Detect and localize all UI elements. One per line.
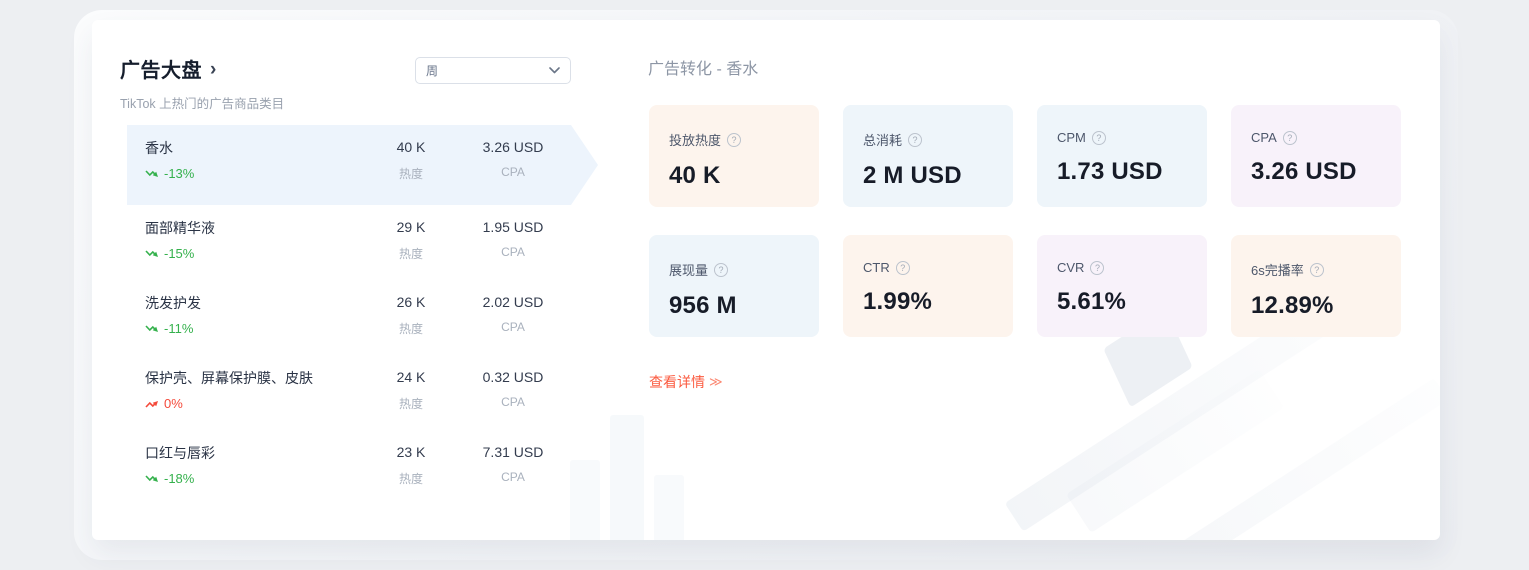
trend-up-icon: [145, 400, 158, 408]
ad-overview-subtitle: TikTok 上热门的广告商品类目: [120, 97, 285, 111]
metric-value: 40 K: [669, 162, 721, 189]
category-trend: -11%: [164, 321, 194, 336]
cpa-value: 7.31 USD: [482, 444, 544, 460]
metric-card-grid: 投放热度 ? 40 K 总消耗 ? 2 M USD CPM ?: [649, 105, 1401, 337]
help-icon[interactable]: ?: [895, 260, 910, 275]
cpa-label: CPA: [501, 395, 525, 409]
help-icon[interactable]: ?: [1090, 260, 1105, 275]
metric-value: 2 M USD: [863, 162, 962, 189]
category-row-cases-protectors[interactable]: 保护壳、屏幕保护膜、皮肤 0% 24 K 热度 0.32 USD: [127, 355, 572, 430]
background-bars-decoration: [562, 400, 712, 540]
heat-value: 40 K: [396, 139, 426, 155]
heat-label: 热度: [398, 247, 423, 261]
category-trend: -13%: [164, 166, 195, 181]
metric-value: 5.61%: [1057, 288, 1127, 315]
metric-label: 总消耗: [863, 133, 903, 148]
period-select-value: 周: [426, 64, 439, 78]
trend-down-icon: [145, 474, 158, 482]
cpa-value: 3.26 USD: [482, 139, 544, 155]
metric-card-cpm: CPM ? 1.73 USD: [1037, 105, 1207, 207]
cpa-label: CPA: [501, 470, 525, 484]
metric-card-ctr: CTR ? 1.99%: [843, 235, 1013, 337]
cpa-label: CPA: [501, 245, 525, 259]
category-row-lipstick[interactable]: 口红与唇彩 -18% 23 K 热度 7.31 USD: [127, 430, 572, 505]
ad-conversion-title: 广告转化 - 香水: [648, 61, 759, 78]
period-select-dropdown[interactable]: 周: [415, 57, 571, 84]
heat-value: 26 K: [396, 294, 426, 310]
category-trend: -18%: [164, 471, 195, 486]
metric-value: 3.26 USD: [1251, 158, 1357, 185]
heat-value: 24 K: [396, 369, 426, 385]
trend-down-icon: [145, 169, 158, 177]
category-trend: 0%: [164, 396, 183, 411]
metric-value: 956 M: [669, 292, 737, 319]
metric-label: CPM: [1057, 130, 1086, 145]
metric-value: 1.99%: [863, 288, 933, 315]
ad-overview-panel: 广告大盘 › TikTok 上热门的广告商品类目 周 香水: [92, 20, 608, 540]
dashboard-card: 广告大盘 › TikTok 上热门的广告商品类目 周 香水: [92, 20, 1440, 540]
metric-card-6s-completion: 6s完播率 ? 12.89%: [1231, 235, 1401, 337]
metric-label: CVR: [1057, 260, 1085, 275]
trend-down-icon: [145, 324, 158, 332]
metric-value: 12.89%: [1251, 292, 1334, 319]
heat-label: 热度: [398, 322, 423, 336]
metric-label: 展现量: [669, 263, 709, 278]
help-icon[interactable]: ?: [1309, 262, 1324, 277]
metric-card-total-spend: 总消耗 ? 2 M USD: [843, 105, 1013, 207]
cpa-label: CPA: [501, 320, 525, 334]
ad-conversion-panel: 广告转化 - 香水 投放热度 ? 40 K 总消耗 ? 2 M USD: [630, 20, 1440, 540]
cpa-value: 0.32 USD: [482, 369, 544, 385]
category-row-perfume[interactable]: 香水 -13% 40 K 热度 3.26 USD: [127, 125, 572, 205]
help-icon[interactable]: ?: [727, 132, 742, 147]
category-name: 香水: [145, 140, 173, 156]
help-icon[interactable]: ?: [714, 262, 729, 277]
cpa-label: CPA: [501, 165, 525, 179]
metric-card-heat: 投放热度 ? 40 K: [649, 105, 819, 207]
category-name: 洗发护发: [145, 295, 201, 311]
help-icon[interactable]: ?: [908, 132, 923, 147]
chevron-down-icon: [549, 67, 560, 74]
category-name: 口红与唇彩: [145, 445, 215, 461]
category-name: 保护壳、屏幕保护膜、皮肤: [145, 370, 313, 386]
metric-card-cpa: CPA ? 3.26 USD: [1231, 105, 1401, 207]
trend-down-icon: [145, 249, 158, 257]
cpa-value: 1.95 USD: [482, 219, 544, 235]
ad-overview-title-link[interactable]: 广告大盘 ›: [120, 54, 216, 83]
ad-overview-title: 广告大盘: [120, 60, 202, 82]
chevron-right-icon: ›: [210, 58, 217, 80]
heat-label: 热度: [398, 472, 423, 486]
heat-label: 热度: [398, 397, 423, 411]
metric-card-impressions: 展现量 ? 956 M: [649, 235, 819, 337]
metric-value: 1.73 USD: [1057, 158, 1163, 185]
category-name: 面部精华液: [145, 220, 215, 236]
view-details-link[interactable]: 查看详情 ≫: [649, 372, 723, 392]
category-row-face-serum[interactable]: 面部精华液 -15% 29 K 热度 1.95 USD: [127, 205, 572, 280]
metric-label: CTR: [863, 260, 890, 275]
category-trend: -15%: [164, 246, 195, 261]
view-details-label: 查看详情: [649, 374, 705, 390]
help-icon[interactable]: ?: [1091, 130, 1106, 145]
double-chevron-right-icon: ≫: [709, 374, 723, 389]
metric-label: 6s完播率: [1251, 263, 1304, 278]
category-row-hair-care[interactable]: 洗发护发 -11% 26 K 热度 2.02 USD: [127, 280, 572, 355]
metric-label: 投放热度: [669, 133, 722, 148]
heat-label: 热度: [398, 167, 423, 181]
heat-value: 29 K: [396, 219, 426, 235]
heat-value: 23 K: [396, 444, 426, 460]
cpa-value: 2.02 USD: [482, 294, 544, 310]
help-icon[interactable]: ?: [1282, 130, 1297, 145]
category-list: 香水 -13% 40 K 热度 3.26 USD: [127, 125, 572, 505]
metric-card-cvr: CVR ? 5.61%: [1037, 235, 1207, 337]
metric-label: CPA: [1251, 130, 1277, 145]
selected-row-highlight: [127, 125, 598, 205]
